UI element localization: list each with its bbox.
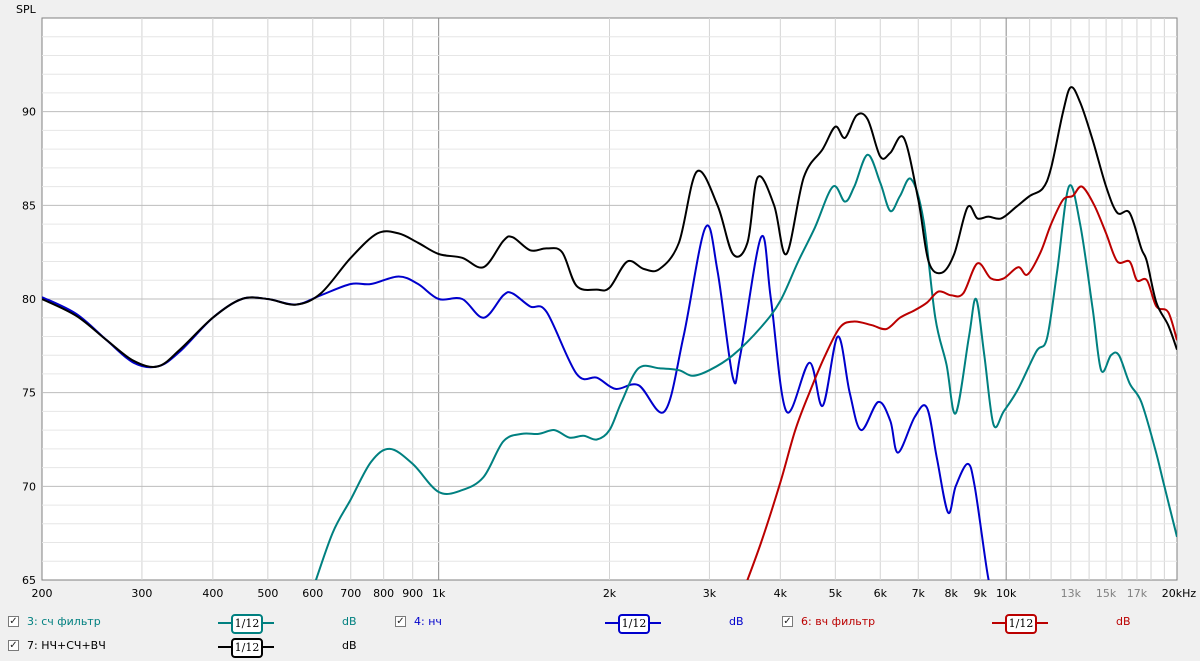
x-tick-label: 300 bbox=[131, 587, 152, 600]
legend-unit-high-filter: dB bbox=[1116, 615, 1131, 628]
x-tick-label: 2k bbox=[603, 587, 617, 600]
x-tick-label: 7k bbox=[912, 587, 926, 600]
x-tick-label: 700 bbox=[340, 587, 361, 600]
x-tick-label: 8k bbox=[944, 587, 958, 600]
x-tick-label: 13k bbox=[1061, 587, 1082, 600]
x-tick-label: 17k bbox=[1127, 587, 1148, 600]
x-tick-label: 1k bbox=[432, 587, 446, 600]
y-tick-label: 90 bbox=[22, 106, 36, 119]
series-line-high-filter bbox=[746, 185, 1177, 580]
x-tick-label: 400 bbox=[202, 587, 223, 600]
y-tick-label: 80 bbox=[22, 293, 36, 306]
legend-checkbox-high-filter[interactable]: ✓ bbox=[782, 616, 793, 627]
smoothing-value-sum: 1/12 bbox=[231, 638, 263, 658]
legend-label-high-filter: 6: вч фильтр bbox=[801, 615, 876, 628]
x-tick-label: 6k bbox=[874, 587, 888, 600]
legend-checkbox-low[interactable]: ✓ bbox=[395, 616, 406, 627]
legend-checkbox-sum[interactable]: ✓ bbox=[8, 640, 19, 651]
legend: ✓ 3: сч фильтр 1/12 dB ✓ 4: нч 1/12 dB ✓… bbox=[0, 610, 1200, 661]
legend-label-mid-filter: 3: сч фильтр bbox=[27, 615, 101, 628]
x-tick-label: 15k bbox=[1096, 587, 1117, 600]
x-tick-label: 200 bbox=[32, 587, 53, 600]
series-line-mid-filter bbox=[314, 153, 1177, 580]
legend-checkbox-mid-filter[interactable]: ✓ bbox=[8, 616, 19, 627]
x-tick-label: 4k bbox=[774, 587, 788, 600]
smoothing-button-sum[interactable]: 1/12 bbox=[218, 636, 274, 658]
legend-unit-low: dB bbox=[729, 615, 744, 628]
x-tick-label: 10k bbox=[996, 587, 1017, 600]
series-line-sum bbox=[42, 86, 1177, 368]
y-axis-label: SPL bbox=[16, 3, 37, 16]
smoothing-button-mid-filter[interactable]: 1/12 bbox=[218, 612, 274, 634]
x-tick-label: 800 bbox=[373, 587, 394, 600]
y-tick-label: 75 bbox=[22, 387, 36, 400]
x-tick-label: 600 bbox=[302, 587, 323, 600]
x-tick-label: 3k bbox=[703, 587, 717, 600]
legend-item-high-filter: ✓ 6: вч фильтр 1/12 dB bbox=[782, 612, 1162, 634]
legend-item-low: ✓ 4: нч 1/12 dB bbox=[395, 612, 775, 634]
legend-unit-sum: dB bbox=[342, 639, 357, 652]
x-tick-label: 500 bbox=[257, 587, 278, 600]
legend-item-sum: ✓ 7: НЧ+СЧ+ВЧ 1/12 dB bbox=[8, 636, 388, 658]
smoothing-button-low[interactable]: 1/12 bbox=[605, 612, 661, 634]
spl-frequency-chart: 65 70 75 80 85 90 SPL 200 300 400 500 600 700 800 900 1… bbox=[16, 3, 1197, 600]
smoothing-value-mid-filter: 1/12 bbox=[231, 614, 263, 634]
legend-label-sum: 7: НЧ+СЧ+ВЧ bbox=[27, 639, 106, 652]
y-tick-label: 70 bbox=[22, 480, 36, 493]
legend-unit-mid-filter: dB bbox=[342, 615, 357, 628]
x-tick-label: 9k bbox=[974, 587, 988, 600]
legend-label-low: 4: нч bbox=[414, 615, 442, 628]
y-tick-label: 65 bbox=[22, 574, 36, 587]
y-tick-label: 85 bbox=[22, 199, 36, 212]
smoothing-button-high-filter[interactable]: 1/12 bbox=[992, 612, 1048, 634]
legend-item-mid-filter: ✓ 3: сч фильтр 1/12 dB bbox=[8, 612, 388, 634]
x-tick-label: 20kHz bbox=[1162, 587, 1197, 600]
x-tick-label: 5k bbox=[829, 587, 843, 600]
x-tick-label: 900 bbox=[402, 587, 423, 600]
smoothing-value-high-filter: 1/12 bbox=[1005, 614, 1037, 634]
smoothing-value-low: 1/12 bbox=[618, 614, 650, 634]
